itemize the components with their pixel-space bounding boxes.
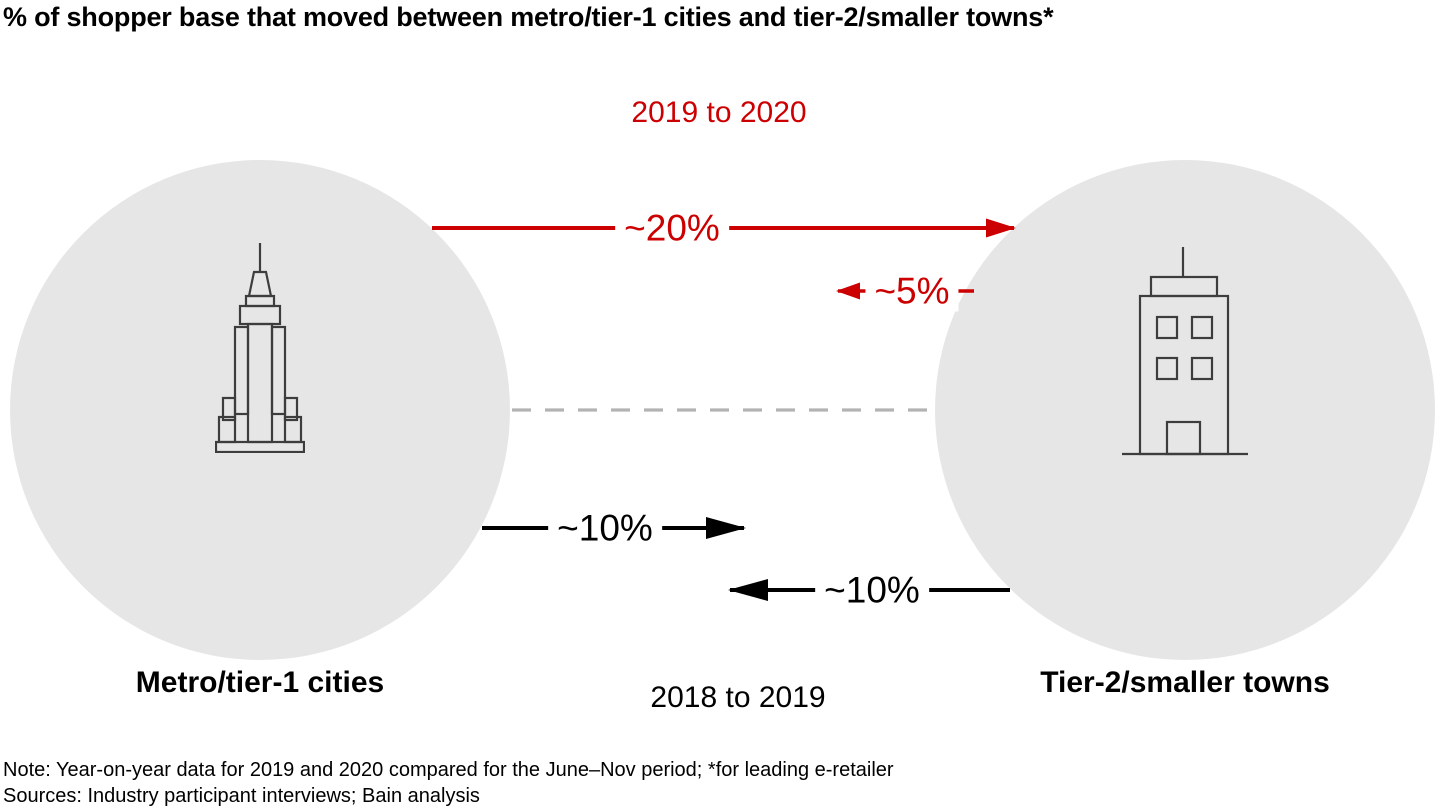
flow-value-tier2-to-metro-2019-2020: ~5% [865, 270, 959, 312]
office-building-icon [1122, 244, 1248, 456]
node-tier2-label: Tier-2/smaller towns [1040, 666, 1330, 699]
note-line: Note: Year-on-year data for 2019 and 202… [3, 759, 894, 781]
node-metro-label: Metro/tier-1 cities [135, 666, 385, 699]
period-label-2018-2019: 2018 to 2019 [650, 681, 826, 714]
flow-value-metro-to-tier2-2019-2020: ~20% [615, 207, 729, 249]
node-tier2-circle: Tier-2/smaller towns [935, 160, 1435, 698]
period-label-2019-2020: 2019 to 2020 [631, 96, 807, 129]
flow-value-metro-to-tier2-2018-2019: ~10% [548, 507, 662, 549]
footnotes: Note: Year-on-year data for 2019 and 202… [3, 757, 894, 809]
sources-line: Sources: Industry participant interviews… [3, 785, 480, 807]
skyscraper-icon [215, 241, 305, 453]
flow-value-tier2-to-metro-2018-2019: ~10% [815, 569, 929, 611]
figure-title: % of shopper base that moved between met… [3, 2, 1054, 32]
